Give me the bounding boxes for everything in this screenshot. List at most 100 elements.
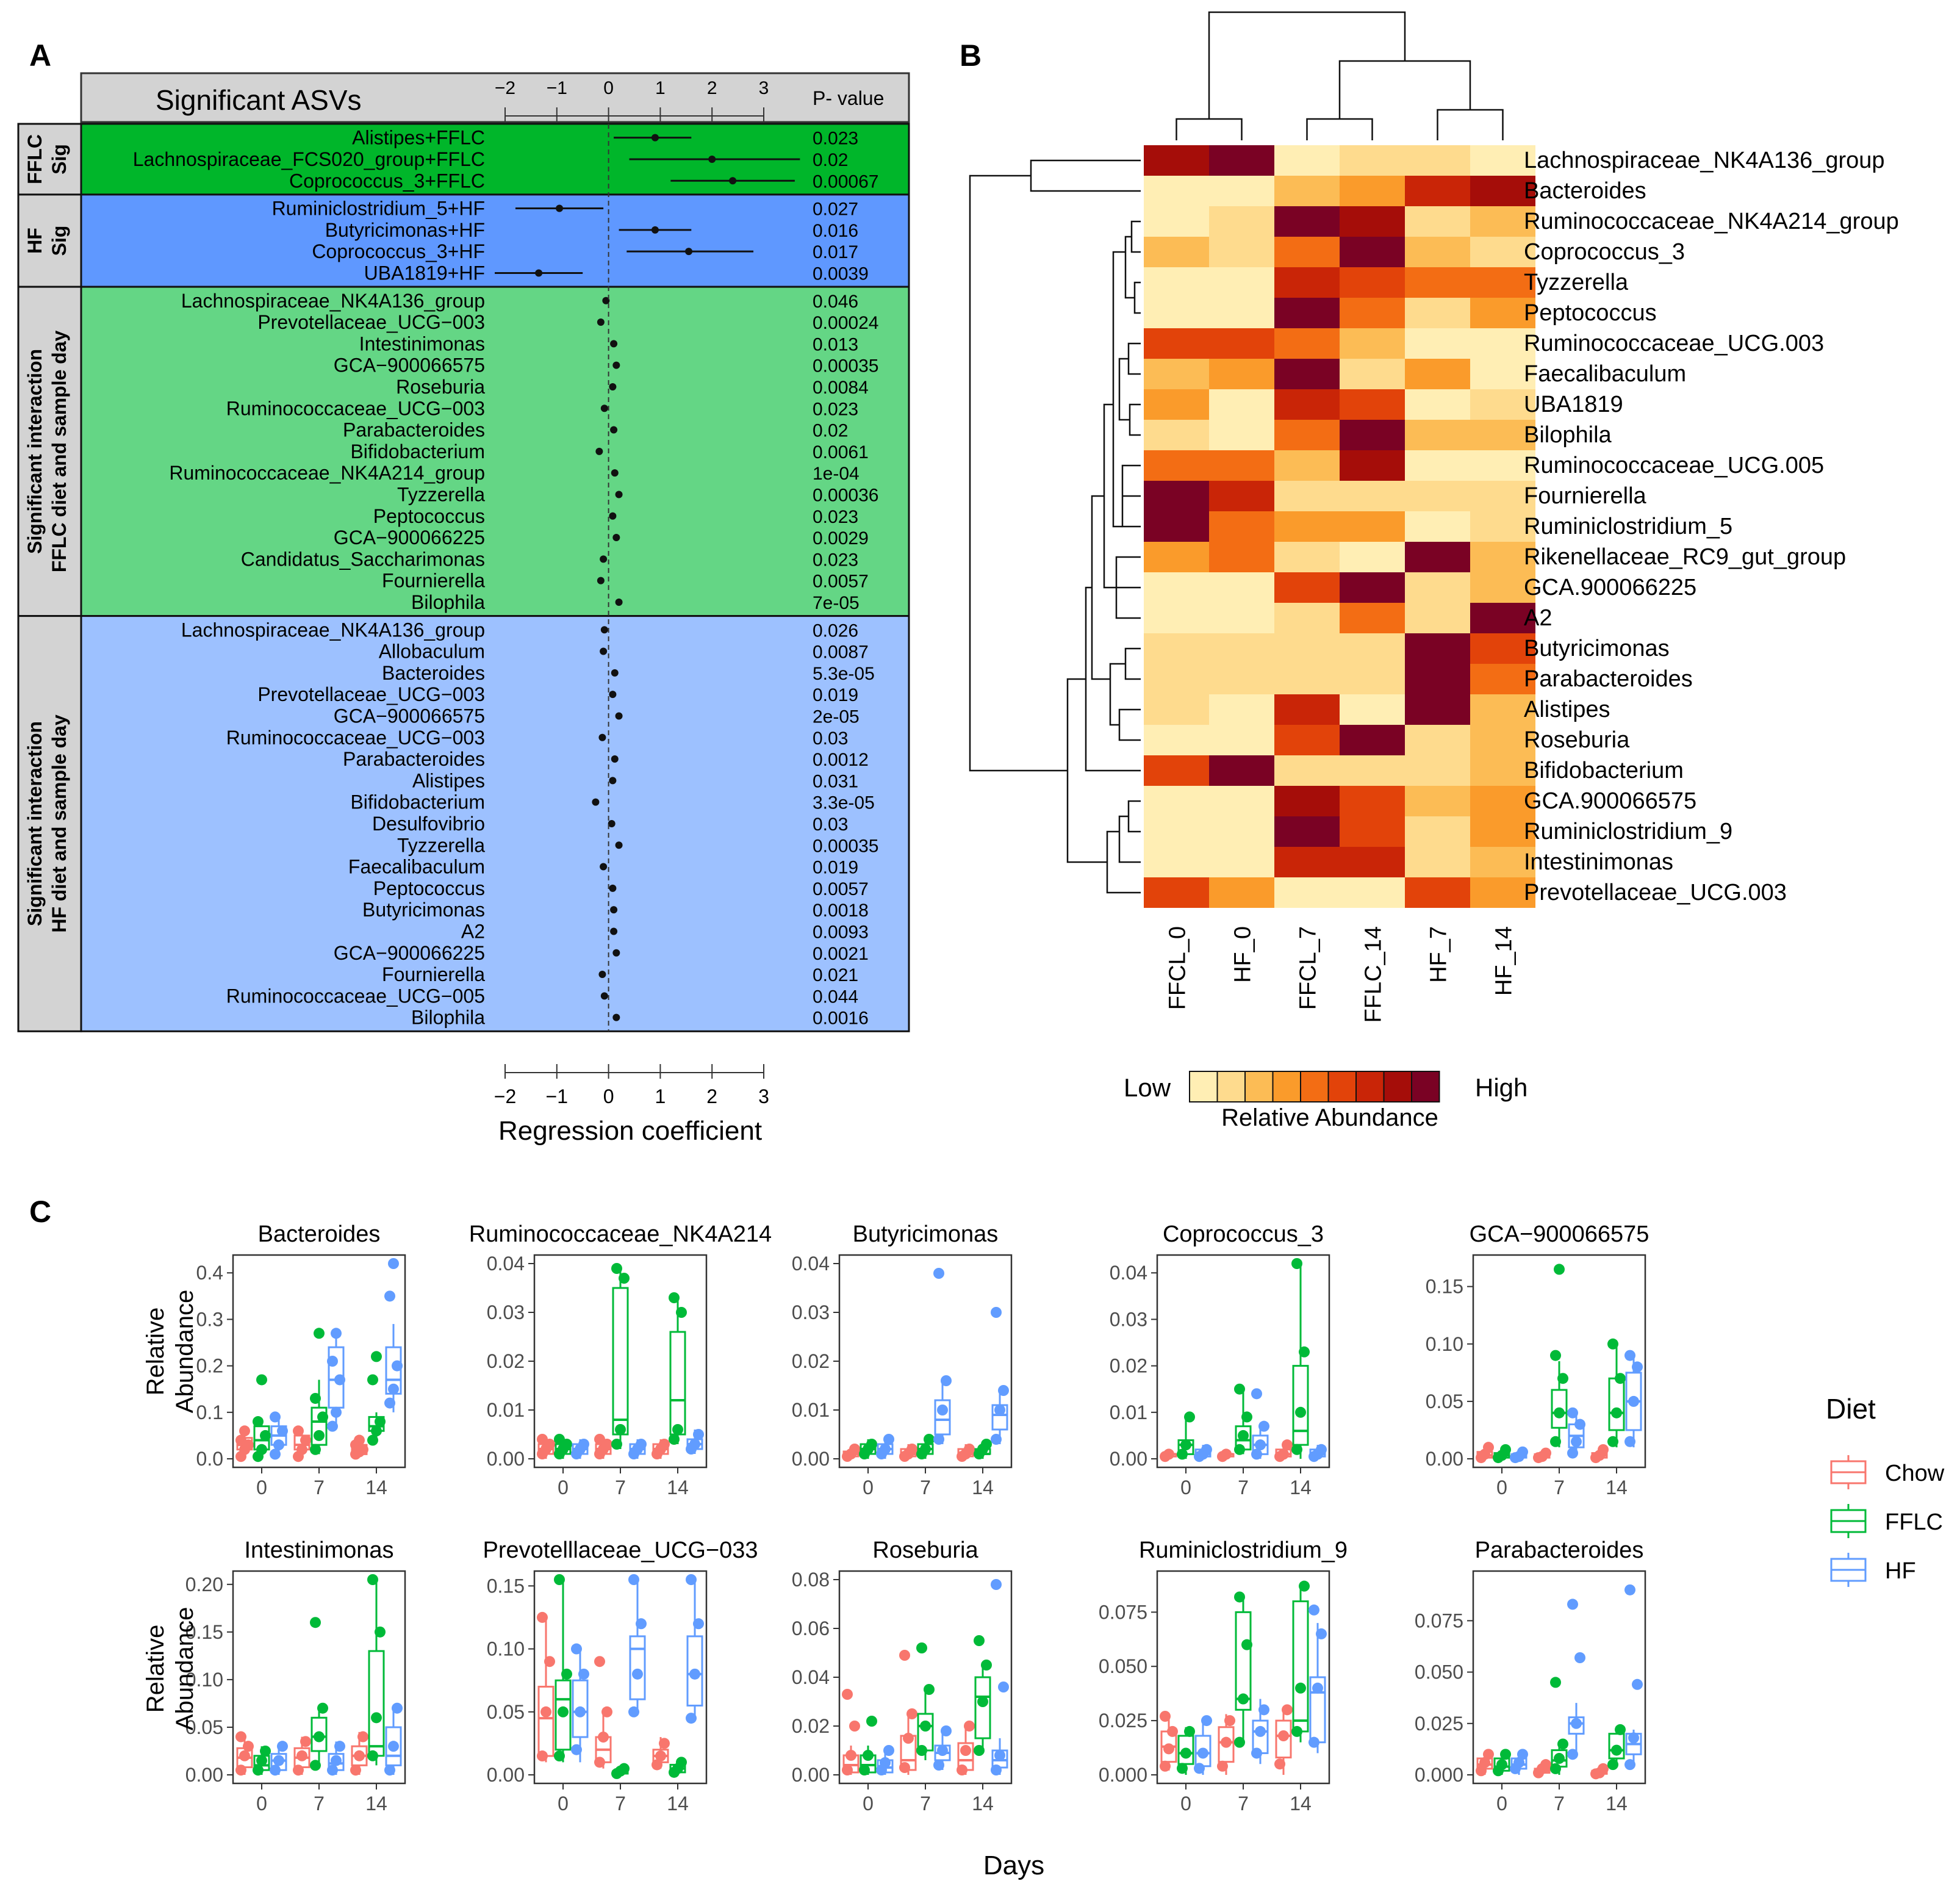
boxplot-point — [594, 1434, 605, 1445]
heatmap-cell — [1209, 145, 1274, 176]
heatmap-legend-swatch — [1189, 1071, 1218, 1102]
heatmap-row-label: Bacteroides — [1524, 178, 1646, 204]
heatmap-column-label: HF_7 — [1426, 926, 1452, 983]
boxplot-point — [981, 1439, 992, 1450]
heatmap-cell — [1405, 481, 1470, 511]
forest-row-name: Prevotellaceae_UCG−003 — [257, 683, 485, 705]
boxplot-point — [899, 1762, 910, 1773]
boxplot-ytick-label: 0.01 — [792, 1399, 830, 1421]
forest-row-pvalue: 0.017 — [813, 242, 858, 262]
heatmap-cell — [1274, 298, 1340, 328]
dendro-row-branch — [1124, 236, 1135, 299]
heatmap-cell — [1340, 725, 1405, 755]
heatmap-cells — [1144, 145, 1535, 908]
boxplot-ytick-label: 0.075 — [1415, 1610, 1463, 1631]
panel-b-heatmap: Lachnospiraceae_NK4A136_group Bacteroides… — [969, 11, 1899, 1131]
boxplot-panel: Butyricimonas 0.00 0.01 0.02 0.03 0.04 0 7 14 — [792, 1221, 1013, 1498]
boxplot-point — [594, 1656, 605, 1667]
heatmap-row-label: GCA.900066225 — [1524, 575, 1696, 600]
boxplot-xtick-label: 0 — [256, 1477, 267, 1498]
heatmap-cell — [1144, 511, 1209, 542]
heatmap-cell — [1144, 450, 1209, 481]
forest-point — [708, 155, 716, 163]
boxplot-point — [866, 1716, 877, 1727]
boxplot-point — [578, 1439, 589, 1450]
heatmap-row-label: Lachnospiraceae_NK4A136_group — [1524, 148, 1885, 173]
forest-group-band — [80, 615, 910, 1032]
heatmap-cell — [1144, 145, 1209, 176]
heatmap-cell — [1405, 603, 1470, 633]
boxplot-xtick-label: 14 — [667, 1793, 689, 1815]
forest-pvalue-header: P- value — [813, 87, 884, 109]
heatmap-cell — [1470, 633, 1535, 664]
forest-row: Bifidobacterium 0.0061 — [350, 441, 868, 462]
boxplot-xtick-label: 0 — [863, 1793, 874, 1815]
heatmap-cell — [1209, 420, 1274, 450]
heatmap-cell — [1340, 298, 1405, 328]
heatmap-cell — [1470, 542, 1535, 572]
panel-label-c: C — [29, 1195, 51, 1229]
boxplot-point — [669, 1292, 680, 1303]
heatmap-cell — [1209, 542, 1274, 572]
heatmap-cell — [1470, 847, 1535, 877]
boxplot-point — [1550, 1763, 1561, 1774]
boxplot-point — [655, 1750, 666, 1762]
forest-point — [615, 841, 623, 849]
boxplot-xtick-label: 0 — [558, 1477, 569, 1498]
forest-point — [615, 598, 623, 606]
boxplot-ytick-label: 0.15 — [185, 1621, 223, 1643]
heatmap-cell — [1209, 572, 1274, 603]
forest-row: Tyzzerella 0.00035 — [397, 834, 879, 856]
top-axis-tick-label: 3 — [759, 78, 769, 98]
boxplot-point — [331, 1755, 342, 1766]
forest-group-strip — [17, 615, 82, 1032]
heatmap-cell — [1470, 359, 1535, 389]
bottom-axis-tick-label: −2 — [494, 1085, 516, 1107]
forest-row-name: GCA−900066225 — [334, 527, 485, 549]
forest-point — [597, 318, 605, 326]
boxplot-point — [554, 1750, 565, 1762]
forest-point — [610, 340, 618, 348]
boxplot-point — [1221, 1736, 1232, 1748]
boxplot-ytick-label: 0.06 — [792, 1617, 830, 1639]
boxplot-legend: Diet Chow FFLC HF — [1826, 1393, 1945, 1587]
heatmap-cell — [1405, 877, 1470, 908]
dendro-row-branch — [1112, 251, 1125, 528]
boxplot-point — [1278, 1730, 1289, 1741]
boxplot-point — [270, 1448, 281, 1460]
heatmap-cell — [1274, 816, 1340, 847]
heatmap-cell — [1144, 267, 1209, 298]
heatmap-row-labels: Lachnospiraceae_NK4A136_group Bacteroides… — [1524, 148, 1899, 905]
forest-point — [598, 733, 606, 741]
boxplot-point — [317, 1411, 328, 1423]
heatmap-row-dendrogram — [969, 159, 1141, 894]
forest-group-strip — [17, 123, 82, 196]
heatmap-legend-title: Relative Abundance — [1221, 1104, 1438, 1131]
boxplot-legend-items: Chow FFLC HF — [1830, 1455, 1945, 1587]
heatmap-cell — [1405, 755, 1470, 786]
heatmap-legend-swatches — [1189, 1071, 1440, 1102]
heatmap-row-label: Bilophila — [1524, 422, 1612, 448]
boxplot-title: Ruminiclostridium_9 — [1139, 1538, 1348, 1563]
forest-row: Butyricimonas+HF 0.016 — [325, 219, 858, 241]
boxplot-ytick-label: 0.02 — [792, 1350, 830, 1372]
heatmap-cell — [1340, 542, 1405, 572]
dendro-row-branch — [969, 174, 1068, 772]
boxplot-point — [1550, 1350, 1561, 1361]
heatmap-cell — [1470, 877, 1535, 908]
boxplot-xtick-label: 14 — [972, 1477, 994, 1498]
boxplot-point — [1567, 1749, 1578, 1760]
heatmap-legend-swatch — [1216, 1071, 1246, 1102]
heatmap-legend-swatch — [1411, 1071, 1440, 1102]
boxplot-point — [1624, 1436, 1635, 1447]
boxplot-point — [1571, 1436, 1582, 1447]
forest-point — [612, 949, 620, 957]
boxplot-point — [354, 1750, 365, 1761]
boxplot-point — [1567, 1407, 1578, 1419]
heatmap-cell — [1209, 389, 1274, 420]
boxplot-xtick-label: 14 — [1290, 1477, 1312, 1498]
heatmap-cell — [1144, 694, 1209, 725]
heatmap-column-label: HF_0 — [1230, 926, 1256, 983]
boxplot-box — [1608, 1377, 1625, 1431]
boxplot-point — [977, 1696, 988, 1707]
